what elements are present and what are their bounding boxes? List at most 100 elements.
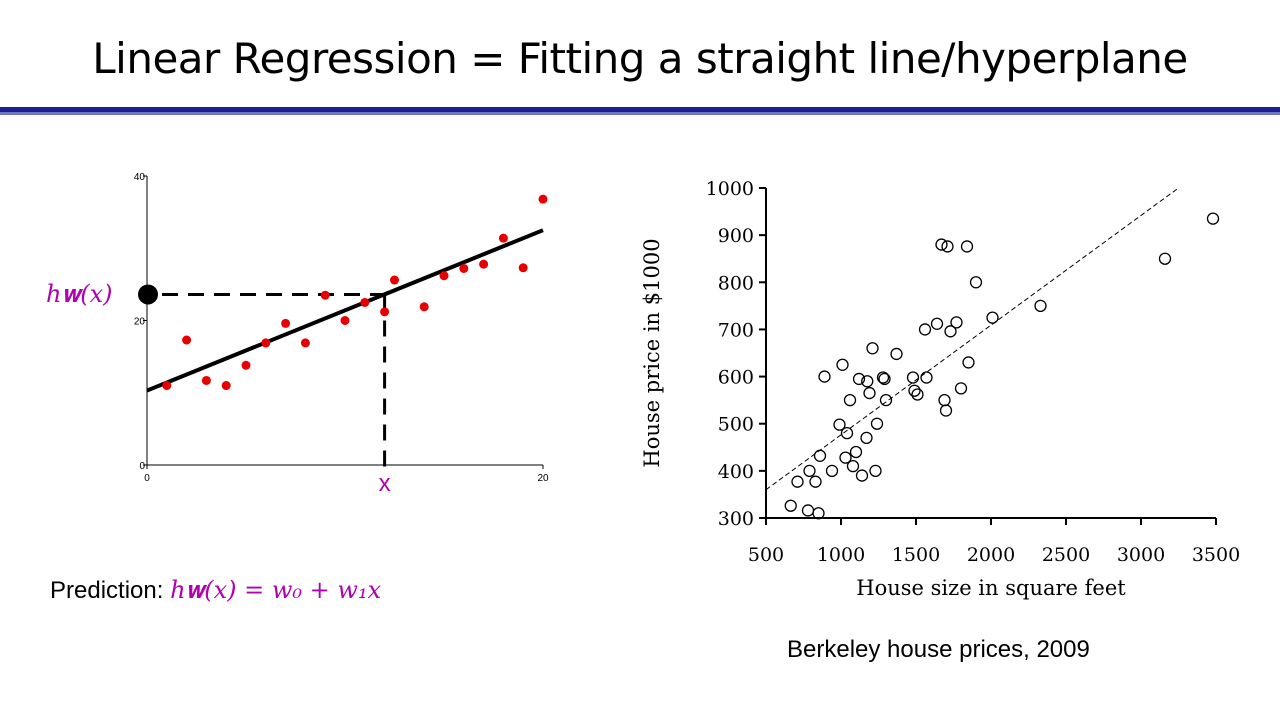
data-point [813, 449, 827, 462]
data-point [876, 371, 890, 384]
data-point [890, 347, 903, 361]
data-point [935, 238, 948, 251]
data-point [518, 263, 528, 273]
data-point [870, 417, 884, 430]
data-point [281, 318, 291, 328]
data-point [860, 431, 873, 445]
fit-line [146, 228, 544, 393]
x-tick-label: 2500 [1042, 544, 1090, 566]
data-point [498, 233, 508, 243]
data-point [846, 459, 860, 473]
data-point [939, 404, 953, 417]
data-point [340, 316, 350, 325]
slide-title: Linear Regression = Fitting a straight l… [92, 34, 1188, 83]
data-point [839, 451, 852, 464]
data-point [849, 445, 863, 459]
data-point [1206, 212, 1220, 225]
data-point [906, 371, 920, 384]
y-tick-label: 0 [139, 461, 145, 472]
data-point [920, 371, 933, 384]
data-point [1158, 252, 1172, 265]
data-point [201, 375, 211, 385]
data-point [360, 297, 370, 307]
data-point [803, 464, 816, 478]
data-point [843, 393, 857, 407]
x-tick-label: 3500 [1192, 544, 1240, 566]
data-point [182, 335, 192, 345]
data-point [962, 356, 975, 369]
data-point [1034, 299, 1047, 313]
y-annotation-label: h𝐰(x) [46, 280, 112, 308]
data-point [954, 382, 968, 395]
data-point [221, 381, 231, 391]
data-point [162, 381, 172, 391]
prediction-marker [138, 284, 158, 305]
x-tick-label: 3000 [1117, 544, 1165, 566]
y-tick-label: 900 [718, 225, 754, 247]
x-tick-label: 500 [748, 544, 784, 566]
data-point [261, 338, 271, 348]
data-point [852, 372, 866, 386]
prediction-formula: Prediction: h𝐰(x) = w₀ + w₁x [50, 576, 381, 605]
data-point [809, 475, 822, 488]
data-point [825, 464, 839, 478]
data-point [840, 426, 854, 440]
y-tick-label: 20 [134, 317, 146, 328]
data-point [791, 475, 804, 488]
data-point [861, 375, 874, 388]
data-point [439, 271, 449, 281]
data-point [538, 194, 548, 204]
x-tick-label: 1000 [817, 544, 865, 566]
title-underline-accent [0, 112, 1280, 115]
data-point [380, 307, 390, 317]
y-tick-label: 300 [718, 508, 754, 530]
x-annotation-label: x [379, 470, 391, 497]
data-point [818, 370, 831, 383]
y-tick-label: 700 [718, 319, 754, 341]
x-tick-label: 20 [537, 473, 549, 484]
data-point [869, 464, 882, 478]
data-point [855, 469, 869, 482]
y-tick-label: 800 [718, 272, 754, 294]
title-underline [0, 107, 1280, 112]
x-tick-label: 2000 [967, 544, 1015, 566]
data-point [879, 393, 893, 407]
data-point [419, 302, 429, 312]
data-point [459, 263, 469, 273]
data-point [878, 372, 891, 386]
data-point [784, 499, 797, 512]
x-tick-label: 1500 [892, 544, 940, 566]
y-tick-label: 40 [134, 172, 146, 183]
data-point [836, 358, 849, 371]
data-point [944, 325, 957, 338]
data-point [908, 384, 921, 397]
data-point [986, 311, 999, 324]
data-point [241, 360, 251, 370]
data-point [866, 342, 879, 355]
data-point [918, 323, 932, 336]
data-point [941, 240, 954, 253]
y-tick-label: 600 [718, 367, 754, 389]
data-point [960, 240, 974, 253]
y-tick-label: 1000 [706, 178, 754, 200]
data-point [801, 504, 815, 517]
data-point [930, 317, 944, 330]
y-tick-label: 400 [718, 461, 754, 483]
data-point [863, 386, 876, 400]
x-axis-label: House size in square feet [856, 576, 1126, 600]
chart-caption: Berkeley house prices, 2009 [787, 636, 1090, 663]
fit-line-dashed [765, 187, 1179, 491]
data-point [938, 393, 951, 407]
data-point [950, 316, 963, 329]
data-point [479, 259, 489, 269]
y-tick-label: 500 [718, 414, 754, 436]
data-point [833, 418, 846, 431]
data-point [320, 290, 330, 300]
x-tick-label: 0 [144, 473, 150, 484]
prediction-label: Prediction: [50, 577, 171, 604]
data-point [812, 507, 825, 520]
prediction-equation: h𝐰(x) = w₀ + w₁x [170, 576, 382, 604]
